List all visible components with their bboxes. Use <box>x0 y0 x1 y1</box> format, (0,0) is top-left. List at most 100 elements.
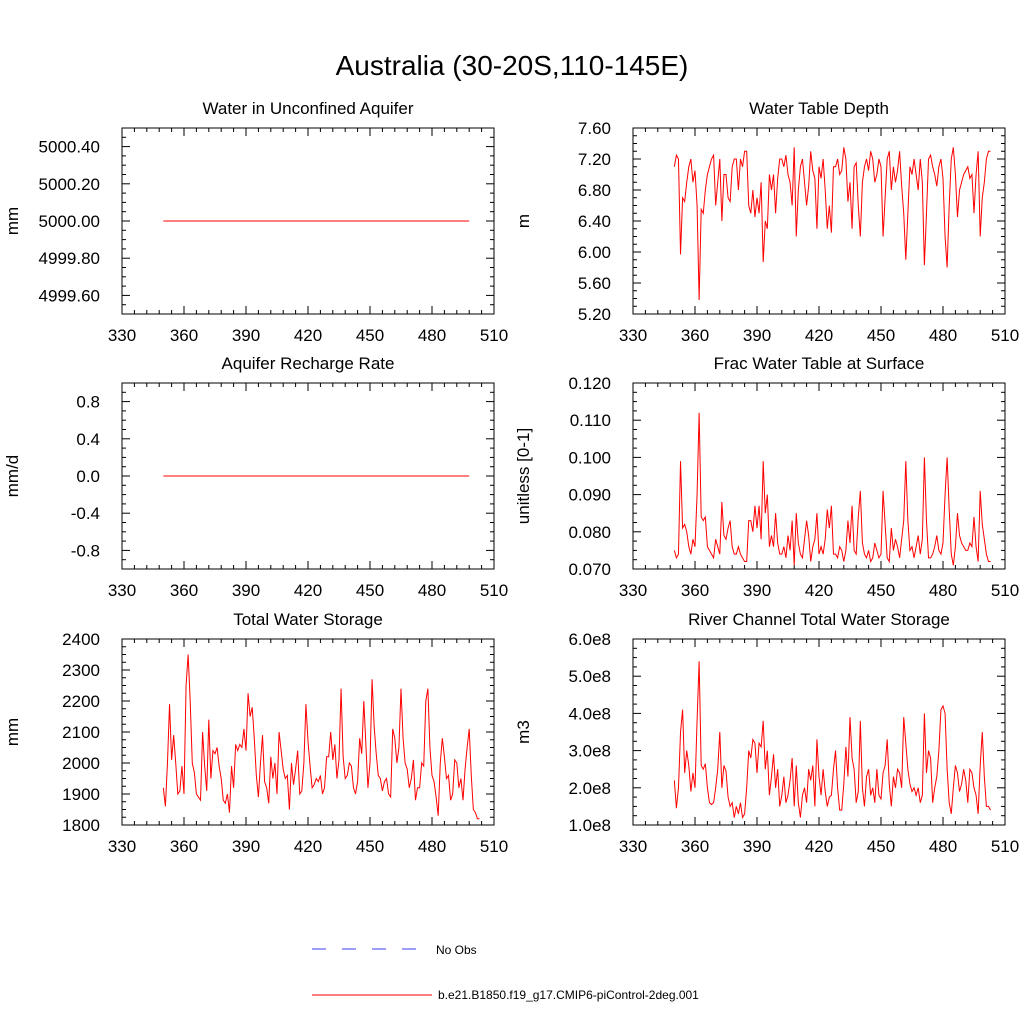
y-tick-label: 0.0 <box>76 467 100 486</box>
y-axis-label: mm <box>3 207 22 235</box>
legend-label-model: b.e21.B1850.f19_g17.CMIP6-piControl-2deg… <box>438 988 699 1002</box>
x-tick-label: 360 <box>681 326 709 345</box>
panel-p3: Aquifer Recharge Rate mm/d 330 360 390 420 450… <box>3 354 508 600</box>
x-tick-label: 510 <box>480 581 508 600</box>
y-axis-label: m <box>514 214 533 228</box>
x-tick-label: 420 <box>294 326 322 345</box>
x-tick-label: 510 <box>991 837 1019 856</box>
y-tick-label: 5000.00 <box>39 212 100 231</box>
x-tick-label: 420 <box>294 837 322 856</box>
x-tick-label: 360 <box>681 837 709 856</box>
y-tick-label: 5.0e8 <box>568 667 611 686</box>
x-tick-label: 360 <box>170 581 198 600</box>
plot-frame <box>632 382 1006 570</box>
panel-p4: Frac Water Table at Surface unitless [0-1… <box>514 354 1019 600</box>
y-tick-label: 0.110 <box>570 411 611 430</box>
legend: No Obs b.e21.B1850.f19_g17.CMIP6-piContro… <box>312 943 699 1002</box>
x-tick-label: 510 <box>480 837 508 856</box>
x-tick-label: 420 <box>294 581 322 600</box>
x-tick-label: 510 <box>480 326 508 345</box>
x-tick-label: 330 <box>619 581 647 600</box>
x-tick-label: 360 <box>681 581 709 600</box>
x-tick-label: 450 <box>356 581 384 600</box>
x-tick-label: 390 <box>743 837 771 856</box>
x-tick-label: 330 <box>108 581 136 600</box>
y-tick-label: -0.4 <box>71 504 100 523</box>
x-tick-label: 390 <box>232 581 260 600</box>
y-tick-label: 5.60 <box>578 274 611 293</box>
panel-p1: Water in Unconfined Aquifer mm 330 360 390 42… <box>3 99 508 345</box>
y-tick-label: 6.40 <box>578 212 611 231</box>
y-tick-label: 4999.80 <box>39 249 100 268</box>
plot-frame <box>632 127 1006 315</box>
y-tick-label: 0.8 <box>76 393 100 412</box>
y-tick-label: 0.070 <box>568 560 611 579</box>
y-tick-label: 1800 <box>62 816 100 835</box>
y-tick-label: 0.120 <box>568 374 611 393</box>
y-tick-label: 6.00 <box>578 243 611 262</box>
panel-title: Water in Unconfined Aquifer <box>202 99 413 118</box>
y-tick-label: 2.0e8 <box>568 779 611 798</box>
y-tick-label: 0.080 <box>568 523 611 542</box>
x-tick-label: 480 <box>418 837 446 856</box>
y-tick-label: 0.090 <box>568 486 611 505</box>
x-tick-label: 390 <box>743 581 771 600</box>
y-tick-label: 4999.60 <box>39 286 100 305</box>
x-tick-label: 390 <box>232 837 260 856</box>
x-tick-label: 450 <box>356 837 384 856</box>
y-tick-label: 7.20 <box>578 150 611 169</box>
y-axis-label: m3 <box>514 720 533 744</box>
series-line-model <box>673 661 991 820</box>
y-tick-label: 5000.20 <box>39 175 100 194</box>
y-tick-label: 5.20 <box>578 305 611 324</box>
x-tick-label: 450 <box>867 326 895 345</box>
y-tick-label: 1.0e8 <box>568 816 611 835</box>
x-tick-label: 480 <box>929 326 957 345</box>
y-tick-label: 3.0e8 <box>568 742 611 761</box>
y-tick-label: 6.0e8 <box>568 630 611 649</box>
legend-label-obs: No Obs <box>436 943 477 957</box>
y-tick-label: 2200 <box>62 692 100 711</box>
series-line-model <box>673 412 991 566</box>
plot-frame <box>121 638 495 826</box>
x-tick-label: 330 <box>108 837 136 856</box>
x-tick-label: 480 <box>929 581 957 600</box>
x-tick-label: 480 <box>418 581 446 600</box>
x-tick-label: 420 <box>805 581 833 600</box>
panel-title: Total Water Storage <box>233 610 383 629</box>
x-tick-label: 510 <box>991 326 1019 345</box>
y-tick-label: -0.8 <box>71 541 100 560</box>
y-tick-label: 0.4 <box>76 430 100 449</box>
y-tick-label: 6.80 <box>578 181 611 200</box>
y-tick-label: 7.60 <box>578 119 611 138</box>
x-tick-label: 330 <box>619 326 647 345</box>
x-tick-label: 390 <box>232 326 260 345</box>
y-tick-label: 0.100 <box>568 448 611 467</box>
y-axis-label: mm/d <box>3 455 22 498</box>
panel-title: River Channel Total Water Storage <box>688 610 950 629</box>
y-tick-label: 5000.40 <box>39 138 100 157</box>
x-tick-label: 480 <box>418 326 446 345</box>
panel-p5: Total Water Storage mm 330 360 390 420 450 480 5… <box>3 610 508 856</box>
page-title: Australia (30-20S,110-145E) <box>335 50 689 81</box>
x-tick-label: 360 <box>170 326 198 345</box>
x-tick-label: 420 <box>805 837 833 856</box>
panel-p6: River Channel Total Water Storage m3 330 36… <box>514 610 1019 856</box>
y-tick-label: 2100 <box>62 723 100 742</box>
x-tick-label: 330 <box>108 326 136 345</box>
y-tick-label: 2000 <box>62 754 100 773</box>
panel-title: Frac Water Table at Surface <box>714 354 925 373</box>
x-tick-label: 360 <box>170 837 198 856</box>
series-line-model <box>162 654 480 820</box>
y-tick-label: 4.0e8 <box>568 704 611 723</box>
x-tick-label: 390 <box>743 326 771 345</box>
panel-p2: Water Table Depth m 330 360 390 420 450 480 510 5… <box>514 99 1019 345</box>
x-tick-label: 450 <box>867 837 895 856</box>
x-tick-label: 510 <box>991 581 1019 600</box>
y-axis-label: mm <box>3 718 22 746</box>
panel-title: Water Table Depth <box>749 99 889 118</box>
y-tick-label: 2400 <box>62 630 100 649</box>
series-line-model <box>673 147 991 301</box>
y-tick-label: 2300 <box>62 661 100 680</box>
